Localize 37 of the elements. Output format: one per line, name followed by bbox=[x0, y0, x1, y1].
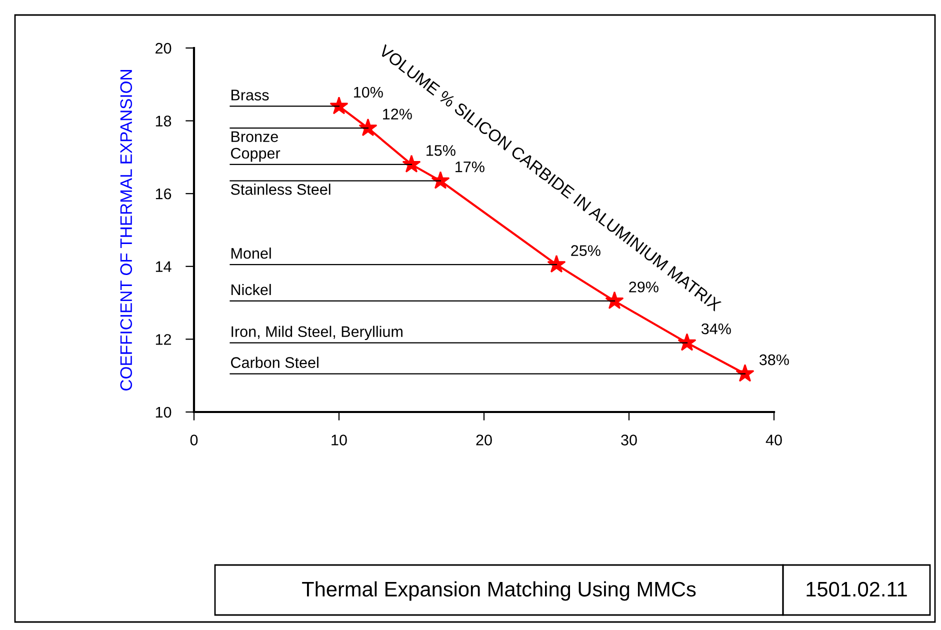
y-tick-label: 12 bbox=[156, 334, 172, 345]
point bbox=[431, 171, 450, 189]
series-label: Monel bbox=[232, 248, 271, 259]
point bbox=[330, 96, 348, 114]
y-tick-label: 14 bbox=[156, 261, 172, 272]
y-tick-label: 18 bbox=[156, 116, 172, 126]
point bbox=[547, 254, 566, 273]
x-tick-label: 30 bbox=[621, 434, 637, 446]
x-tick-label: 40 bbox=[766, 434, 782, 446]
annotation: 34% bbox=[701, 323, 731, 334]
annotation: 17% bbox=[456, 162, 484, 172]
annotation: 29% bbox=[629, 282, 658, 292]
series-label: Stainless Steel bbox=[230, 184, 330, 195]
y-axis-title: COEFFICIENT OF THERMAL EXPANSION bbox=[120, 70, 132, 390]
annotation: 12% bbox=[383, 108, 412, 120]
series-label: Carbon Steel bbox=[231, 356, 318, 368]
series-label: Bronze bbox=[232, 131, 278, 142]
x-tick-label: 10 bbox=[332, 434, 347, 446]
point bbox=[358, 118, 378, 136]
point bbox=[402, 154, 421, 172]
annotation: 10% bbox=[354, 86, 383, 98]
text: Thermal Expansion Matching Using MMCs bbox=[302, 581, 696, 601]
y-tick-label: 10 bbox=[156, 406, 172, 418]
point bbox=[736, 364, 754, 382]
point bbox=[605, 291, 624, 309]
y-tick-label: 16 bbox=[156, 188, 172, 200]
series-label: Copper bbox=[231, 148, 280, 162]
x-tick-label: 0 bbox=[190, 434, 198, 446]
annotation: 38% bbox=[759, 354, 789, 366]
point bbox=[678, 333, 696, 351]
series-label: Nickel bbox=[232, 284, 271, 296]
y-tick-label: 20 bbox=[156, 42, 172, 54]
text: 1501.02.11 bbox=[806, 582, 907, 597]
series-label: Iron, Mild Steel, Beryllium bbox=[232, 326, 402, 340]
series-label: Brass bbox=[232, 90, 269, 100]
annotation: 15% bbox=[426, 145, 456, 156]
x-tick-label: 20 bbox=[476, 434, 492, 446]
